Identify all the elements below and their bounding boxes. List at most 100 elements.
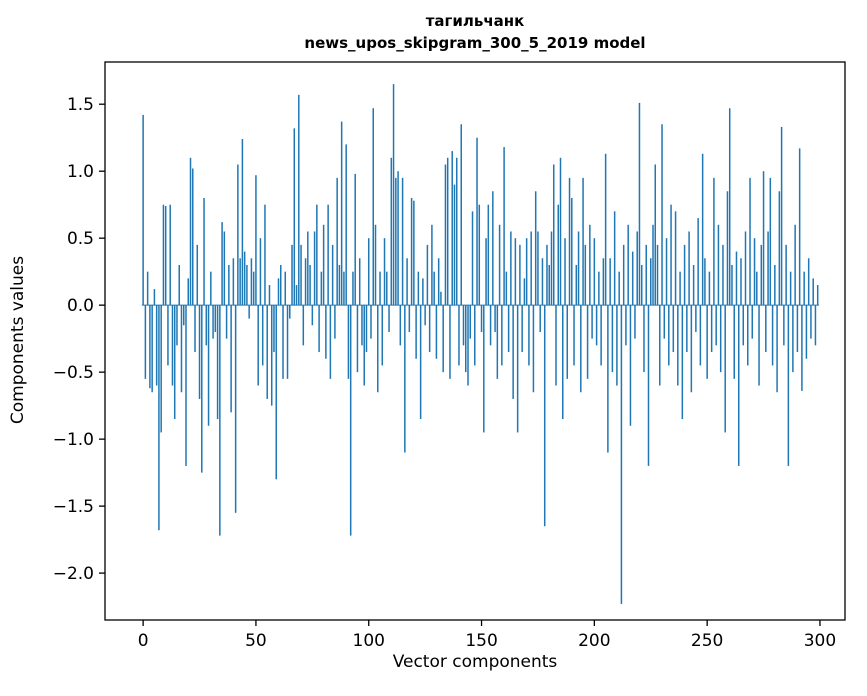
bar — [796, 305, 799, 353]
bar — [665, 238, 668, 306]
bar — [392, 84, 395, 306]
bar — [169, 204, 171, 306]
bar — [223, 231, 226, 306]
x-tick-label: 200 — [578, 631, 610, 651]
bar — [512, 305, 514, 399]
bar — [701, 153, 704, 306]
bar — [516, 305, 519, 433]
bar — [602, 258, 605, 306]
bar — [320, 271, 323, 306]
bar — [656, 244, 659, 306]
bar — [787, 305, 790, 466]
bar — [722, 244, 724, 306]
bar — [453, 184, 456, 306]
bar — [241, 139, 244, 306]
bar — [162, 204, 165, 306]
y-axis-ticks: 1.5 1.0 0.5 0.0 −0.5 −1.0 −1.5 −2.0 — [53, 95, 105, 584]
bar — [756, 271, 758, 306]
bar — [248, 305, 250, 319]
bar — [298, 94, 300, 306]
bar — [740, 258, 742, 306]
bar — [343, 271, 345, 306]
bar — [451, 151, 453, 306]
bar — [519, 244, 521, 306]
bar — [255, 175, 257, 306]
bar — [146, 271, 149, 306]
bar — [210, 271, 212, 306]
bar — [710, 305, 713, 353]
bar — [144, 305, 147, 379]
bar — [640, 264, 643, 306]
bar — [336, 177, 338, 306]
bar — [695, 305, 697, 332]
bar — [600, 305, 602, 366]
bar — [442, 305, 444, 373]
bar — [692, 264, 695, 306]
bar — [377, 305, 379, 393]
bar — [465, 305, 467, 373]
bar — [212, 305, 214, 339]
bar — [413, 200, 415, 306]
bar — [543, 305, 546, 527]
bar — [426, 244, 429, 306]
bar — [250, 258, 253, 306]
bar — [230, 305, 232, 413]
chart-title: тагильчанк news_upos_skipgram_300_5_2019… — [105, 10, 845, 54]
bar — [214, 305, 217, 332]
bar — [471, 211, 474, 306]
bars-group — [141, 84, 820, 604]
bar — [708, 271, 711, 306]
bar — [189, 157, 192, 306]
bar — [311, 305, 314, 326]
bar — [706, 305, 708, 379]
bar — [363, 305, 365, 386]
bar — [677, 305, 679, 386]
bar — [374, 224, 377, 306]
bar — [728, 108, 731, 306]
bar — [731, 264, 733, 306]
bar — [767, 231, 769, 306]
bar — [496, 305, 499, 379]
bar — [552, 164, 555, 306]
bar — [548, 264, 550, 306]
bar — [173, 305, 176, 420]
bar — [149, 305, 151, 389]
bar — [489, 305, 492, 346]
bar — [625, 305, 627, 346]
bar — [361, 305, 363, 346]
bar — [645, 244, 647, 306]
bar — [652, 224, 654, 306]
bar — [277, 278, 280, 306]
bar — [474, 305, 476, 366]
chart-title-line1: тагильчанк — [425, 12, 525, 30]
bar — [620, 305, 623, 604]
x-tick-label: 150 — [465, 631, 497, 651]
bar — [151, 305, 153, 393]
bar — [455, 157, 458, 306]
bar — [618, 271, 620, 306]
bar — [406, 258, 408, 306]
bar — [627, 224, 629, 306]
bar — [399, 305, 402, 346]
bar — [467, 305, 469, 386]
bar — [688, 231, 690, 306]
bar — [198, 305, 201, 399]
bar — [433, 271, 435, 306]
bar — [395, 177, 397, 306]
bar — [541, 258, 544, 306]
x-tick-label: 100 — [353, 631, 385, 651]
bar — [356, 305, 359, 373]
bar — [300, 244, 302, 306]
bar — [221, 222, 223, 306]
bar — [340, 121, 343, 306]
bar — [264, 204, 266, 306]
bar — [778, 191, 781, 306]
bar — [379, 271, 381, 306]
bar — [798, 148, 801, 306]
bar — [742, 305, 744, 346]
bar — [194, 305, 196, 353]
bar — [390, 157, 393, 306]
bar — [280, 264, 282, 306]
bar — [428, 305, 431, 353]
bar — [663, 305, 666, 339]
